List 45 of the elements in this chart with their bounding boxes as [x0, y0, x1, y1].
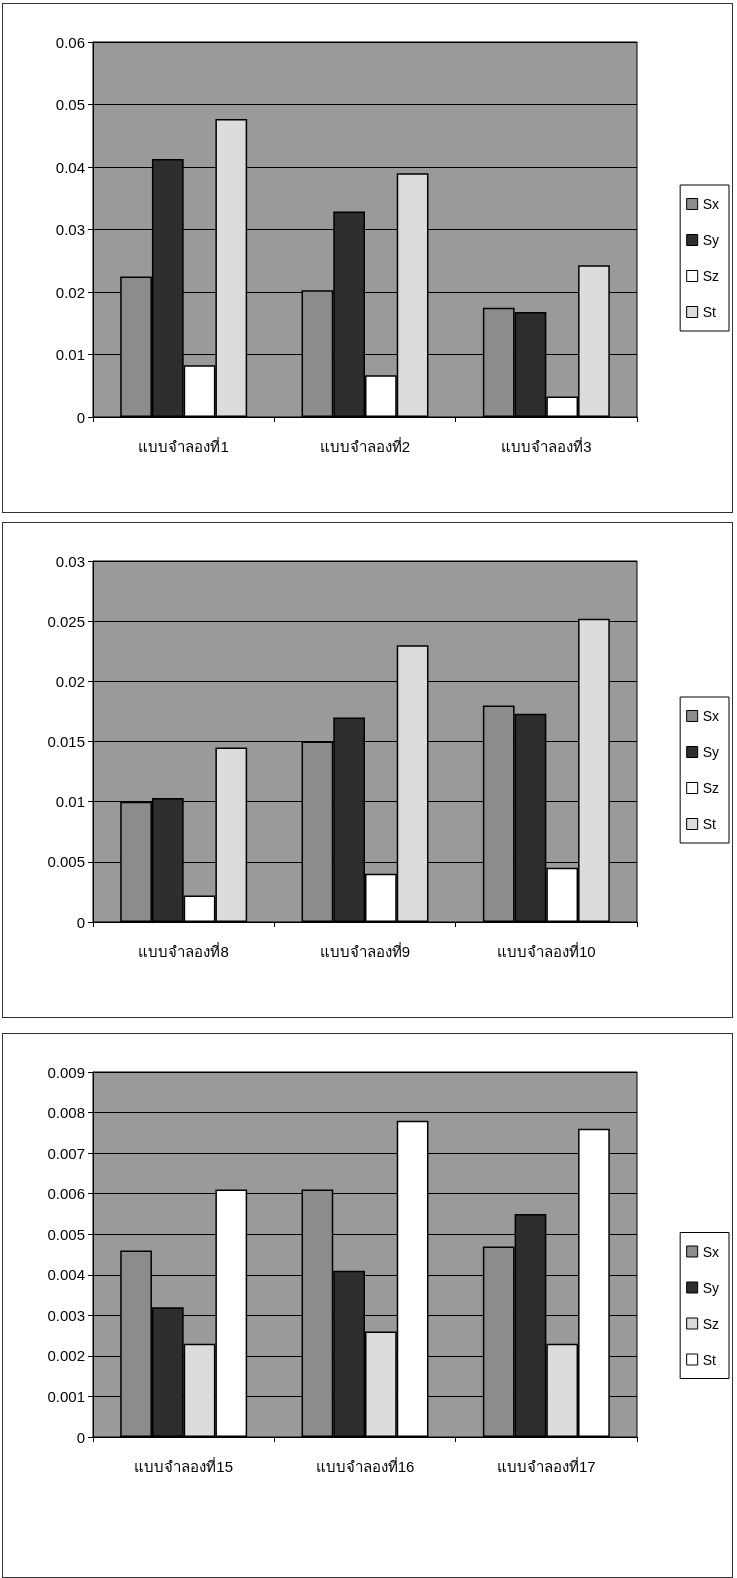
y-tick-label: 0.015: [47, 733, 85, 750]
y-tick-label: 0.04: [55, 158, 85, 176]
y-tick-label: 0.01: [55, 346, 85, 363]
legend-label: Sy: [702, 744, 720, 760]
legend-label: Sy: [702, 1279, 720, 1296]
y-tick-label: 0.05: [55, 96, 85, 113]
y-tick-label: 0: [76, 913, 85, 931]
y-tick-label: 0.009: [47, 1063, 85, 1081]
legend-label: St: [702, 816, 716, 832]
y-tick-label: 0.006: [47, 1185, 85, 1203]
legend-label: Sy: [702, 232, 720, 248]
y-tick-label: 0.005: [47, 853, 85, 871]
legend-label: Sz: [702, 780, 720, 796]
y-tick-label: 0: [76, 408, 85, 426]
y-tick-label: 0.004: [47, 1266, 85, 1284]
x-tick-label: แบบจำลองที่16: [315, 1456, 415, 1475]
y-tick-label: 0.02: [55, 283, 85, 301]
y-tick-label: 0: [76, 1428, 85, 1446]
x-tick-label: แบบจำลองที่3: [501, 436, 592, 455]
y-tick-label: 0.02: [55, 672, 85, 690]
legend-label: St: [702, 1351, 716, 1368]
y-tick-label: 0.002: [47, 1347, 85, 1365]
legend-label: Sz: [702, 1315, 720, 1332]
y-tick-label: 0.007: [47, 1144, 85, 1162]
x-tick-label: แบบจำลองที่1: [138, 436, 229, 455]
y-tick-label: 0.01: [55, 793, 85, 811]
y-tick-label: 0.03: [55, 552, 85, 570]
x-tick-label: แบบจำลองที่8: [138, 941, 229, 960]
x-tick-label: แบบจำลองที่17: [496, 1456, 596, 1475]
x-tick-label: แบบจำลองที่9: [319, 941, 411, 960]
legend-label: Sx: [702, 708, 720, 724]
legend-label: Sx: [702, 196, 720, 212]
y-tick-label: 0.003: [47, 1306, 85, 1324]
y-tick-label: 0.005: [47, 1225, 85, 1243]
y-tick-label: 0.025: [47, 612, 85, 630]
y-tick-label: 0.008: [47, 1104, 85, 1122]
y-tick-label: 0.06: [55, 33, 85, 51]
x-tick-label: แบบจำลองที่10: [496, 941, 596, 960]
legend-label: Sz: [702, 268, 720, 284]
x-tick-label: แบบจำลองที่2: [319, 436, 411, 455]
legend-label: Sx: [702, 1243, 720, 1260]
legend-label: St: [702, 304, 716, 320]
x-tick-label: แบบจำลองที่15: [134, 1456, 234, 1475]
y-tick-label: 0.03: [55, 221, 85, 238]
y-tick-label: 0.001: [47, 1387, 85, 1405]
